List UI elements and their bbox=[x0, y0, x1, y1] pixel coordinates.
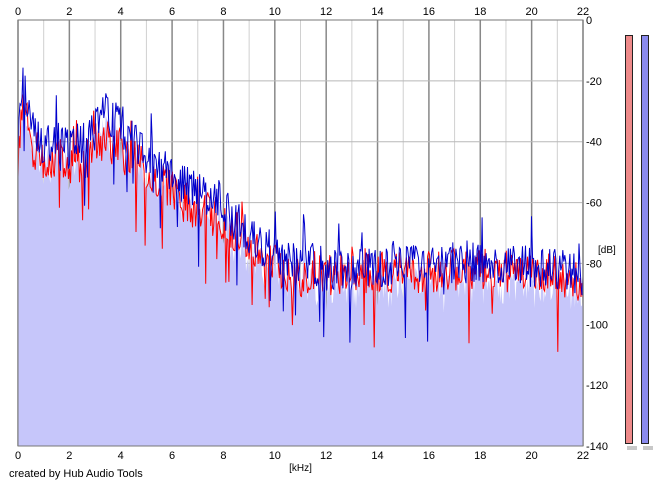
x-tick-label-top: 4 bbox=[118, 6, 124, 18]
x-tick-label-bottom: 8 bbox=[220, 450, 226, 462]
x-tick-labels-top: 0 2 4 6 8 10 12 14 16 18 20 22 bbox=[15, 6, 589, 18]
y-tick-label: -80 bbox=[586, 258, 602, 270]
level-meter-right bbox=[641, 35, 649, 444]
x-tick-label-top: 6 bbox=[169, 6, 175, 18]
x-tick-label-top: 12 bbox=[320, 6, 332, 18]
x-tick-label-top: 0 bbox=[15, 6, 21, 18]
x-tick-label-top: 8 bbox=[220, 6, 226, 18]
x-tick-label-bottom: 14 bbox=[371, 450, 383, 462]
series-line-blue bbox=[17, 67, 584, 343]
x-tick-label-bottom: 18 bbox=[474, 450, 486, 462]
y-tick-label: -140 bbox=[586, 441, 608, 453]
plot-frame bbox=[17, 19, 584, 447]
x-tick-label-bottom: 10 bbox=[269, 450, 281, 462]
x-tick-label-bottom: 12 bbox=[320, 450, 332, 462]
x-tick-label-top: 16 bbox=[423, 6, 435, 18]
x-tick-label-bottom: 16 bbox=[423, 450, 435, 462]
x-tick-label-top: 14 bbox=[371, 6, 383, 18]
level-meter-left bbox=[625, 35, 633, 444]
y-tick-label: -60 bbox=[586, 198, 602, 210]
y-tick-label: -40 bbox=[586, 137, 602, 149]
y-tick-labels: 0 -20 -40 -60 -80 -100 -120 -140 bbox=[586, 15, 608, 453]
x-tick-labels-bottom: 0 2 4 6 8 10 12 14 16 18 20 22 bbox=[15, 450, 589, 462]
y-tick-label: -100 bbox=[586, 319, 608, 331]
x-tick-label-top: 18 bbox=[474, 6, 486, 18]
x-tick-label-bottom: 2 bbox=[66, 450, 72, 462]
x-tick-label-bottom: 20 bbox=[526, 450, 538, 462]
x-axis-label: [kHz] bbox=[289, 463, 312, 474]
credit-text: created by Hub Audio Tools bbox=[9, 468, 143, 480]
y-tick-label: 0 bbox=[586, 15, 592, 27]
y-axis-label: [dB] bbox=[598, 245, 616, 256]
y-tick-label: -120 bbox=[586, 380, 608, 392]
x-tick-label-bottom: 6 bbox=[169, 450, 175, 462]
series-lines bbox=[17, 67, 584, 352]
x-tick-label-bottom: 0 bbox=[15, 450, 21, 462]
x-tick-label-bottom: 4 bbox=[118, 450, 124, 462]
x-tick-label-top: 20 bbox=[526, 6, 538, 18]
level-meter-right-shadow bbox=[643, 446, 653, 450]
y-tick-label: -20 bbox=[586, 76, 602, 88]
x-tick-label-top: 22 bbox=[577, 6, 589, 18]
x-tick-label-bottom: 22 bbox=[577, 450, 589, 462]
level-meter-left-shadow bbox=[627, 446, 637, 450]
x-tick-label-top: 10 bbox=[269, 6, 281, 18]
x-tick-label-top: 2 bbox=[66, 6, 72, 18]
series-line-red bbox=[17, 94, 584, 352]
plot-border bbox=[17, 19, 584, 447]
